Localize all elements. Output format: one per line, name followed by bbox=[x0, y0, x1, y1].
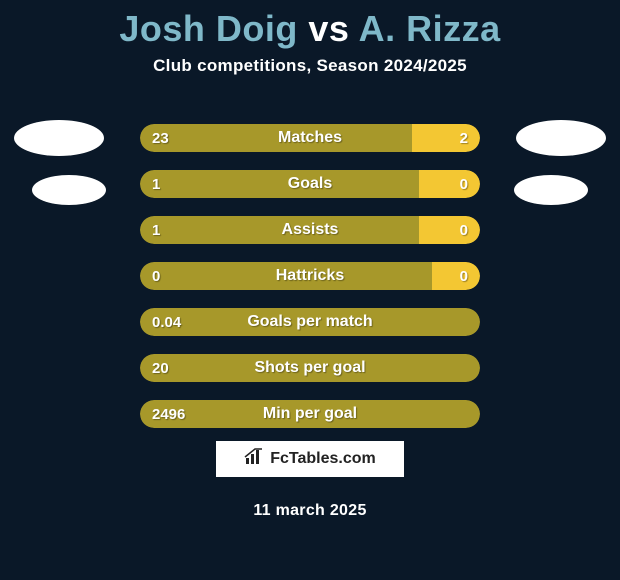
stat-value-p1: 0.04 bbox=[140, 308, 193, 336]
stat-value-p2: 2 bbox=[448, 124, 480, 152]
stats-bars: 232Matches10Goals10Assists00Hattricks0.0… bbox=[140, 124, 480, 446]
player2-avatar bbox=[516, 120, 606, 156]
stat-bar-p1 bbox=[140, 262, 432, 290]
stat-value-p1: 0 bbox=[140, 262, 172, 290]
stat-value-p2: 0 bbox=[448, 170, 480, 198]
vs-label: vs bbox=[308, 8, 349, 49]
branding-text: FcTables.com bbox=[270, 450, 376, 468]
stat-bar-p1 bbox=[140, 354, 480, 382]
stat-value-p2: 0 bbox=[448, 216, 480, 244]
stat-row: 10Assists bbox=[140, 216, 480, 244]
stat-value-p1: 20 bbox=[140, 354, 181, 382]
stat-row: 0.04Goals per match bbox=[140, 308, 480, 336]
stat-value-p1: 23 bbox=[140, 124, 181, 152]
chart-icon bbox=[244, 448, 264, 471]
branding-box: FcTables.com bbox=[215, 440, 405, 478]
stat-value-p1: 2496 bbox=[140, 400, 197, 428]
stat-row: 10Goals bbox=[140, 170, 480, 198]
player2-club-badge bbox=[514, 175, 588, 205]
stat-bar-p1 bbox=[140, 124, 412, 152]
comparison-title: Josh Doig vs A. Rizza bbox=[0, 0, 620, 50]
date: 11 march 2025 bbox=[0, 502, 620, 520]
stat-value-p1: 1 bbox=[140, 216, 172, 244]
stat-row: 00Hattricks bbox=[140, 262, 480, 290]
stat-value-p2: 0 bbox=[448, 262, 480, 290]
stat-bar-p1 bbox=[140, 170, 419, 198]
subtitle: Club competitions, Season 2024/2025 bbox=[0, 56, 620, 76]
player1-club-badge bbox=[32, 175, 106, 205]
player1-avatar bbox=[14, 120, 104, 156]
player2-name: A. Rizza bbox=[359, 8, 501, 49]
player1-name: Josh Doig bbox=[119, 8, 298, 49]
stat-row: 2496Min per goal bbox=[140, 400, 480, 428]
stat-value-p1: 1 bbox=[140, 170, 172, 198]
stat-row: 20Shots per goal bbox=[140, 354, 480, 382]
stat-row: 232Matches bbox=[140, 124, 480, 152]
stat-bar-p1 bbox=[140, 216, 419, 244]
